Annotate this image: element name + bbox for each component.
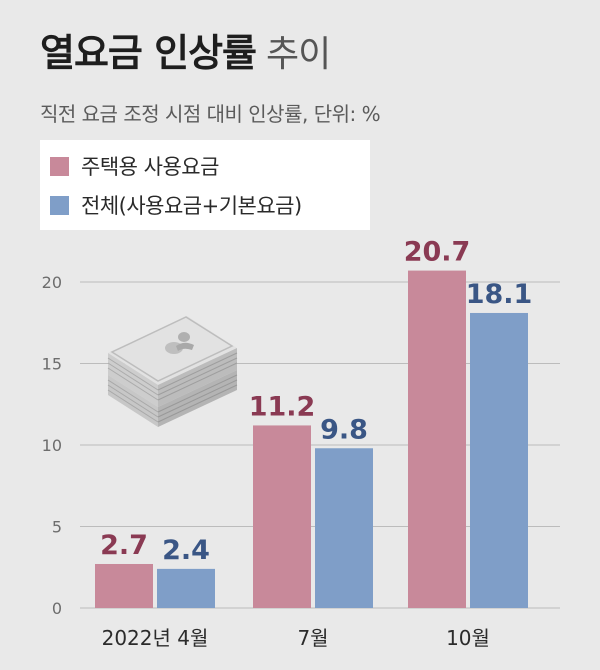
bar-s0-c1 xyxy=(253,425,311,608)
legend: 주택용 사용요금 전체(사용요금+기본요금) xyxy=(40,140,370,230)
data-label-s1-c0: 2.4 xyxy=(162,535,210,566)
y-tick-label-15: 15 xyxy=(42,355,62,374)
bar-s1-c0 xyxy=(157,568,215,608)
category-labels-layer: 2022년 4월 7월 10월 xyxy=(102,626,490,650)
data-label-s0-c1: 11.2 xyxy=(249,391,316,422)
chart-subtitle: 직전 요금 조정 시점 대비 인상률, 단위: % xyxy=(40,102,381,126)
x-category-label-2: 10월 xyxy=(446,626,490,650)
legend-swatch-total xyxy=(50,195,69,215)
chart-title: 열요금 인상률 추이 xyxy=(40,22,331,77)
x-category-label-1: 7월 xyxy=(297,626,328,650)
title-light: 추이 xyxy=(266,34,331,75)
y-tick-label-10: 10 xyxy=(42,436,62,455)
legend-label-total: 전체(사용요금+기본요금) xyxy=(81,194,302,218)
legend-label-residential: 주택용 사용요금 xyxy=(81,155,219,179)
legend-item-residential: 주택용 사용요금 xyxy=(50,151,219,181)
data-label-s0-c0: 2.7 xyxy=(100,530,148,561)
title-bold: 열요금 인상률 xyxy=(40,31,257,75)
x-category-label-0: 2022년 4월 xyxy=(102,626,209,650)
data-label-s1-c1: 9.8 xyxy=(320,414,368,445)
bar-s1-c1 xyxy=(315,448,373,608)
y-tick-label-5: 5 xyxy=(52,518,62,537)
bar-s0-c0 xyxy=(95,563,153,608)
data-label-s1-c2: 18.1 xyxy=(466,279,533,310)
data-labels-layer: 2.7 2.4 11.29.8 20.7 18.1 xyxy=(100,237,532,566)
legend-item-total: 전체(사용요금+기본요금) xyxy=(50,190,302,220)
y-tick-label-0: 0 xyxy=(52,599,62,618)
bars-layer xyxy=(95,270,528,608)
banknote-stack-icon xyxy=(107,316,238,427)
bar-s0-c2 xyxy=(408,270,466,608)
y-tick-label-20: 20 xyxy=(42,273,62,292)
data-label-s0-c2: 20.7 xyxy=(404,237,471,268)
legend-swatch-residential xyxy=(50,156,69,176)
bar-s1-c2 xyxy=(470,312,528,608)
